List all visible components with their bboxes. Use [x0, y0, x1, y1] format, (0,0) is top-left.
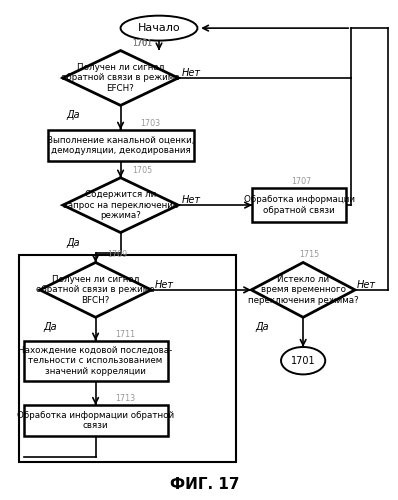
Text: Да: Да: [67, 238, 80, 248]
Text: 1701: 1701: [132, 38, 152, 48]
FancyBboxPatch shape: [252, 188, 346, 222]
Text: ФИГ. 17: ФИГ. 17: [170, 477, 240, 492]
Text: Получен ли сигнал
обратной связи в режиме
EFCH?: Получен ли сигнал обратной связи в режим…: [61, 63, 180, 93]
Text: Да: Да: [44, 322, 57, 332]
Text: 1701: 1701: [291, 356, 316, 366]
Text: Начало: Начало: [138, 23, 180, 33]
Text: 1715: 1715: [299, 250, 320, 260]
Text: Да: Да: [67, 110, 80, 120]
Text: 1705: 1705: [132, 166, 152, 174]
Text: 1701: 1701: [132, 38, 152, 48]
Polygon shape: [251, 262, 355, 318]
Polygon shape: [63, 50, 178, 106]
Text: Нет: Нет: [155, 280, 174, 290]
Text: Получен ли сигнал
обратной связи в режиме
BFCH?: Получен ли сигнал обратной связи в режим…: [36, 275, 155, 305]
FancyBboxPatch shape: [23, 405, 168, 436]
Text: 1713: 1713: [115, 394, 135, 403]
Text: Нет: Нет: [357, 280, 376, 290]
Text: 1711: 1711: [115, 330, 135, 339]
Text: 1707: 1707: [292, 177, 312, 186]
Ellipse shape: [121, 16, 197, 40]
Text: 1703: 1703: [140, 119, 160, 128]
Ellipse shape: [281, 347, 325, 374]
FancyBboxPatch shape: [47, 130, 193, 160]
Polygon shape: [63, 178, 178, 233]
Text: 1709: 1709: [107, 250, 127, 260]
Text: Нет: Нет: [182, 68, 201, 78]
Text: Обработка информации обратной
связи: Обработка информации обратной связи: [17, 411, 174, 430]
Polygon shape: [40, 262, 151, 318]
Text: Нет: Нет: [182, 195, 201, 205]
Text: Содержится ли
запрос на переключение
режима?: Содержится ли запрос на переключение реж…: [63, 190, 178, 220]
Text: Обработка информации
обратной связи: Обработка информации обратной связи: [244, 196, 355, 215]
Text: Нахождение кодовой последова-
тельности с использованием
значений корреляции: Нахождение кодовой последова- тельности …: [18, 346, 173, 376]
FancyBboxPatch shape: [23, 340, 168, 380]
Text: Да: Да: [255, 322, 269, 332]
Text: Выполнение канальной оценки,
демодуляции, декодирования: Выполнение канальной оценки, демодуляции…: [47, 136, 194, 155]
Text: Истекло ли
время временного
переключения режима?: Истекло ли время временного переключения…: [248, 275, 359, 305]
